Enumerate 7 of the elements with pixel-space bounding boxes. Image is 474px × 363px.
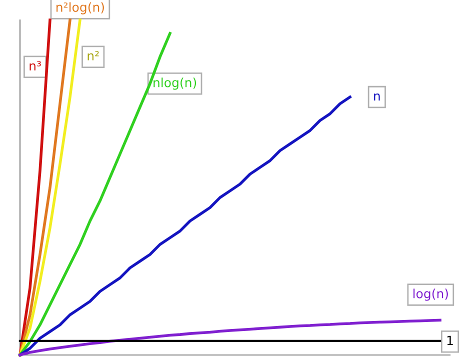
- series-label: n³: [30, 61, 41, 70]
- series-label: nlog(n): [154, 78, 196, 90]
- series-label: n²: [88, 51, 99, 60]
- series-label: n²log(n): [56, 2, 104, 14]
- series-label: n: [374, 94, 380, 100]
- series-label: log(n): [413, 288, 448, 301]
- series-label: 1: [447, 336, 453, 346]
